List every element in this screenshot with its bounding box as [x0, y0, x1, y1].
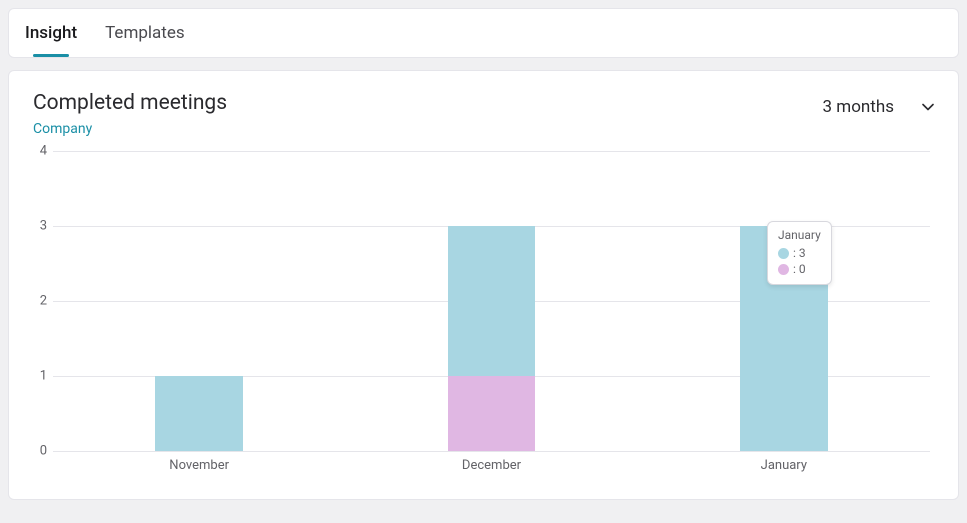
tabs-bar: Insight Templates: [8, 8, 959, 58]
x-axis-tick: December: [448, 458, 536, 473]
y-axis-tick: 2: [33, 294, 47, 309]
gridline: [53, 451, 930, 452]
tooltip-title: January: [778, 228, 821, 242]
tooltip-swatch: [778, 264, 789, 275]
chart-plot: 01234NovemberDecemberJanuaryJanuary: 3: …: [53, 151, 930, 451]
tooltip-swatch: [778, 248, 789, 259]
tooltip-row: : 3: [778, 246, 821, 260]
chart-card: Completed meetings Company 3 months 0 1 2 3…: [8, 70, 959, 500]
x-axis-tick: January: [740, 458, 828, 473]
tooltip-value: : 0: [793, 262, 806, 276]
tab-templates[interactable]: Templates: [105, 23, 185, 57]
bar-group[interactable]: December: [448, 151, 536, 451]
chart-title-block: Completed meetings Company: [33, 91, 227, 137]
bar-segment-b: [448, 376, 536, 451]
chart-subtitle-link[interactable]: Company: [33, 121, 227, 137]
x-axis-tick: November: [155, 458, 243, 473]
bar-group[interactable]: November: [155, 151, 243, 451]
chevron-down-icon: [922, 101, 934, 113]
bar-segment-a: [155, 376, 243, 451]
bar-group[interactable]: January: [740, 151, 828, 451]
tooltip-row: : 0: [778, 262, 821, 276]
bar-segment-a: [448, 226, 536, 376]
bars-layer: November December January: [53, 151, 930, 451]
tab-insight[interactable]: Insight: [25, 23, 77, 57]
chart-title: Completed meetings: [33, 91, 227, 115]
y-axis-tick: 0: [33, 444, 47, 459]
tooltip-value: : 3: [793, 246, 806, 260]
y-axis-tick: 1: [33, 369, 47, 384]
y-axis-tick: 4: [33, 144, 47, 159]
chart-area: 01234NovemberDecemberJanuaryJanuary: 3: …: [33, 151, 934, 471]
range-label: 3 months: [823, 97, 894, 117]
range-selector[interactable]: 3 months: [823, 91, 934, 117]
chart-tooltip: January : 3 : 0: [767, 221, 832, 285]
y-axis-tick: 3: [33, 219, 47, 234]
chart-header: Completed meetings Company 3 months: [33, 91, 934, 137]
